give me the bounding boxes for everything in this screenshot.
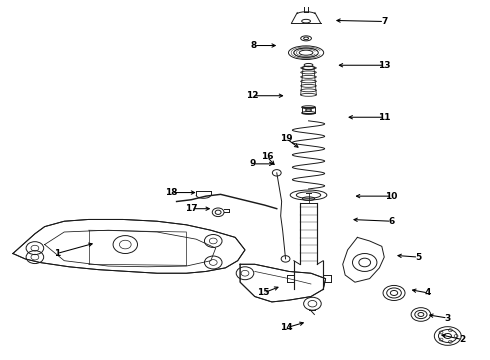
Text: 13: 13 <box>378 61 391 70</box>
Text: 8: 8 <box>251 41 257 50</box>
Text: 11: 11 <box>378 113 391 122</box>
Text: 5: 5 <box>416 253 421 262</box>
Bar <box>302 107 316 113</box>
Text: 9: 9 <box>249 159 256 168</box>
Text: 7: 7 <box>381 17 388 26</box>
Text: 10: 10 <box>386 192 398 201</box>
Text: 14: 14 <box>280 323 293 332</box>
Text: 12: 12 <box>246 91 259 100</box>
Text: 18: 18 <box>166 188 178 197</box>
Text: 16: 16 <box>261 152 273 161</box>
Polygon shape <box>240 264 326 302</box>
Text: 17: 17 <box>185 204 197 213</box>
Text: 3: 3 <box>444 314 451 323</box>
Text: 6: 6 <box>389 217 395 226</box>
Text: 2: 2 <box>459 335 466 344</box>
Text: 1: 1 <box>54 249 60 258</box>
Polygon shape <box>13 220 245 273</box>
Text: 4: 4 <box>425 288 431 297</box>
Text: 19: 19 <box>280 134 293 143</box>
Text: 15: 15 <box>257 288 270 297</box>
